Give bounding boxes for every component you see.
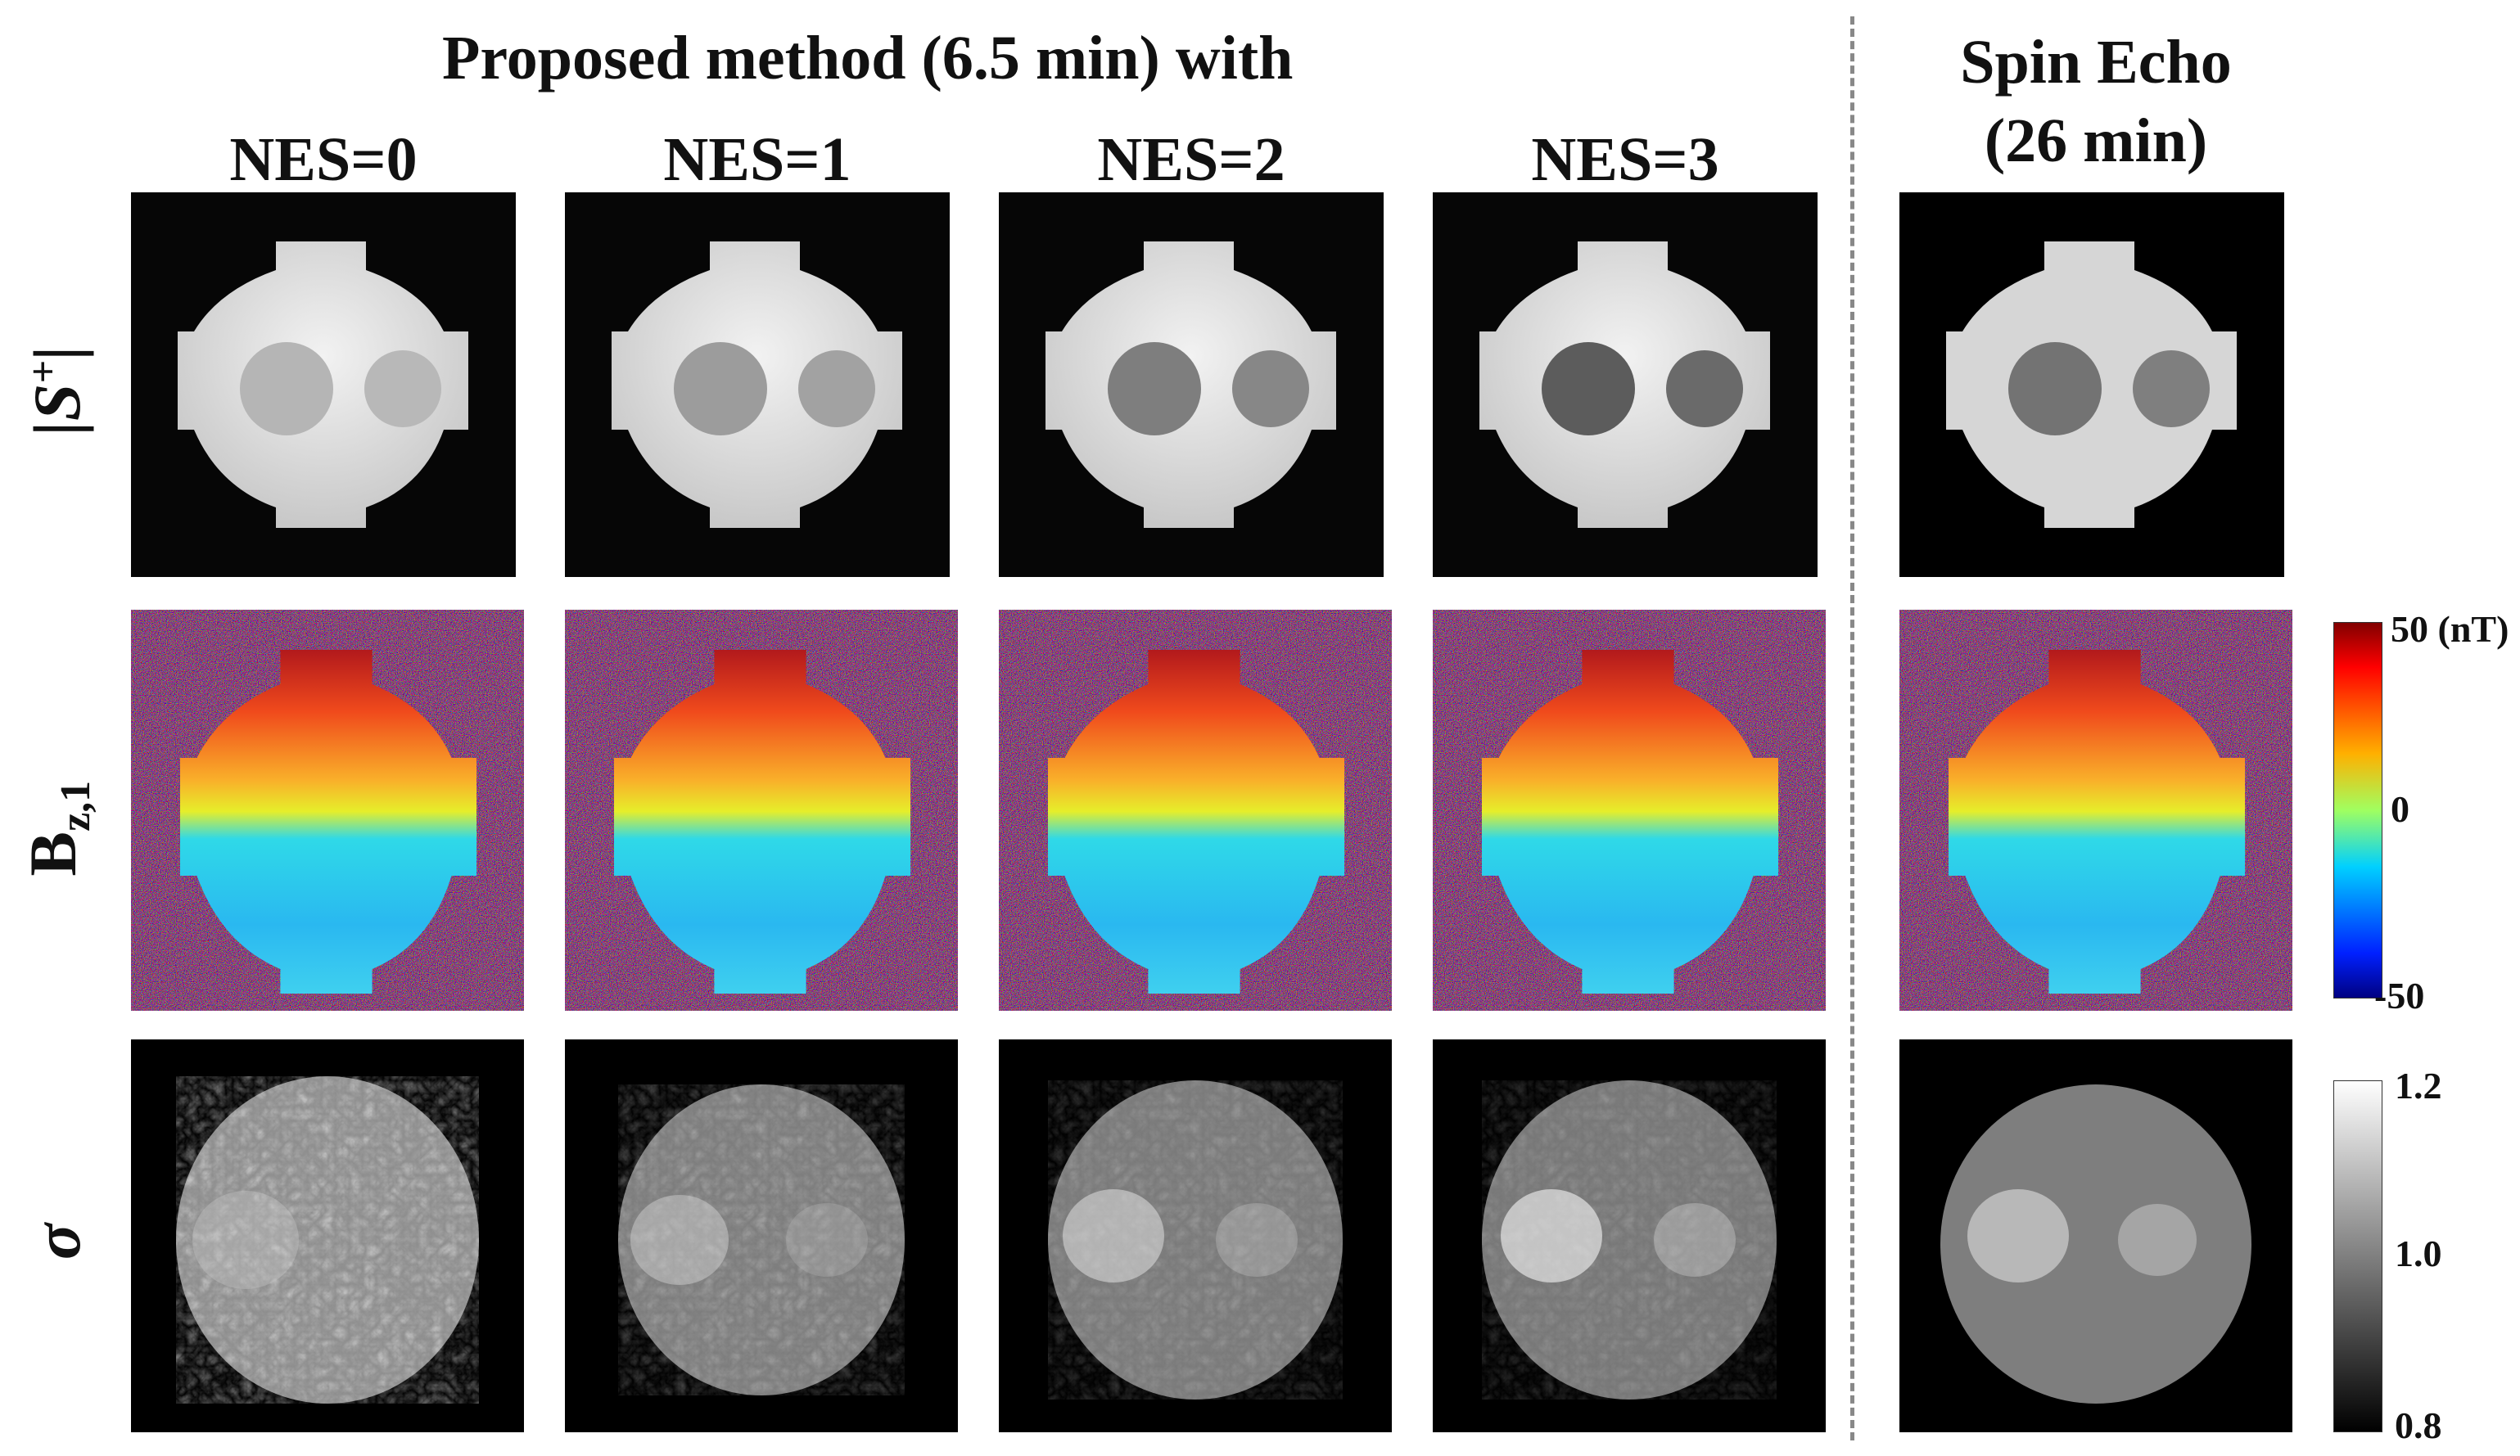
bz-map-spin-echo xyxy=(1899,610,2292,1011)
bz-colorbar xyxy=(2333,622,2382,998)
sigma-map-nes3 xyxy=(1433,1039,1826,1432)
bz-map-nes3 xyxy=(1433,610,1826,1011)
column-label-nes1: NES=1 xyxy=(663,125,851,194)
reference-title-line2: (26 min) xyxy=(1984,106,2208,175)
sigma-colorbar xyxy=(2333,1080,2382,1432)
row-label-sigma: σ xyxy=(20,1223,94,1260)
magnitude-image-nes0 xyxy=(131,192,516,577)
sigma-colorbar-min-label: 0.8 xyxy=(2395,1404,2442,1446)
sigma-map-spin-echo xyxy=(1899,1039,2292,1432)
column-label-nes3: NES=3 xyxy=(1531,125,1719,194)
magnitude-image-nes1 xyxy=(565,192,950,577)
reference-title-line1: Spin Echo xyxy=(1960,28,2232,97)
bz-map-nes0 xyxy=(131,610,524,1011)
column-divider xyxy=(1850,16,1854,1440)
column-label-nes2: NES=2 xyxy=(1097,125,1285,194)
sigma-map-nes2 xyxy=(999,1039,1392,1432)
column-label-nes0: NES=0 xyxy=(229,125,418,194)
bz-colorbar-max-label: 50 (nT) xyxy=(2391,608,2509,650)
sigma-colorbar-mid-label: 1.0 xyxy=(2395,1233,2442,1274)
bz-map-nes2 xyxy=(999,610,1392,1011)
sigma-map-nes1 xyxy=(565,1039,958,1432)
row-label-magnitude: |S+| xyxy=(19,345,95,436)
figure-title: Proposed method (6.5 min) with xyxy=(442,24,1294,92)
bz-colorbar-min-label: -50 xyxy=(2374,975,2425,1016)
bz-map-nes1 xyxy=(565,610,958,1011)
sigma-map-nes0 xyxy=(131,1039,524,1432)
bz-colorbar-mid-label: 0 xyxy=(2391,788,2409,830)
sigma-colorbar-max-label: 1.2 xyxy=(2395,1065,2442,1107)
reference-title: Spin Echo (26 min) xyxy=(1899,23,2292,180)
magnitude-image-spin-echo xyxy=(1899,192,2284,577)
magnitude-image-nes2 xyxy=(999,192,1384,577)
row-label-bz: Bz,1 xyxy=(15,780,100,877)
magnitude-image-nes3 xyxy=(1433,192,1818,577)
